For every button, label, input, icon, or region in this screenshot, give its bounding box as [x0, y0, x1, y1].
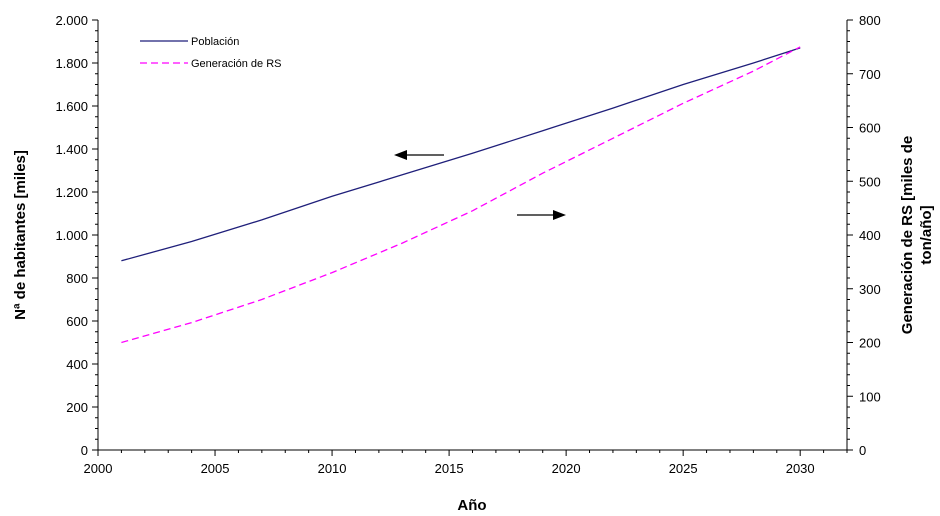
y-left-tick-label: 1.800	[55, 56, 88, 71]
y-right-axis-title-line2: ton/año]	[918, 205, 935, 264]
y-left-tick-label: 1.400	[55, 142, 88, 157]
x-tick-label: 2005	[201, 461, 230, 476]
x-tick-label: 2000	[84, 461, 113, 476]
y-left-tick-label: 1.600	[55, 99, 88, 114]
x-tick-label: 2010	[318, 461, 347, 476]
x-tick-label: 2020	[552, 461, 581, 476]
axes: 2000 2005 2010 2015 2020 2025 2030020040060080…	[55, 13, 880, 476]
y-right-tick-label: 400	[859, 228, 881, 243]
arrow-left-head	[394, 150, 407, 160]
y-left-tick-label: 2.000	[55, 13, 88, 28]
y-right-tick-label: 800	[859, 13, 881, 28]
arrow-right-head	[553, 210, 566, 220]
y-left-tick-label: 600	[66, 314, 88, 329]
y-left-tick-label: 400	[66, 357, 88, 372]
y-right-tick-label: 700	[859, 67, 881, 82]
y-left-tick-label: 1.200	[55, 185, 88, 200]
x-tick-label: 2030	[786, 461, 815, 476]
y-right-tick-label: 300	[859, 282, 881, 297]
legend-label-generacion: Generación de RS	[191, 58, 282, 70]
series-line-poblacion	[121, 47, 801, 262]
y-right-tick-label: 0	[859, 443, 866, 458]
y-left-tick-label: 0	[81, 443, 88, 458]
y-right-tick-label: 500	[859, 174, 881, 189]
x-tick-label: 2015	[435, 461, 464, 476]
y-left-axis-title: Nª de habitantes [miles]	[12, 150, 29, 320]
annotation-arrows	[394, 150, 566, 220]
y-left-tick-label: 200	[66, 400, 88, 415]
y-left-tick-label: 800	[66, 271, 88, 286]
y-left-tick-label: 1.000	[55, 228, 88, 243]
x-tick-label: 2025	[669, 461, 698, 476]
legend-label-poblacion: Población	[191, 36, 239, 48]
plot-area	[98, 20, 847, 450]
series-layer	[121, 46, 801, 344]
y-right-tick-label: 600	[859, 121, 881, 136]
series-line-generacion	[121, 46, 801, 344]
legend: Población Generación de RS	[140, 36, 282, 70]
x-axis-title: Año	[457, 497, 486, 514]
y-right-tick-label: 200	[859, 336, 881, 351]
y-right-tick-label: 100	[859, 389, 881, 404]
y-right-axis-title-line1: Generación de RS [miles de	[899, 136, 916, 334]
